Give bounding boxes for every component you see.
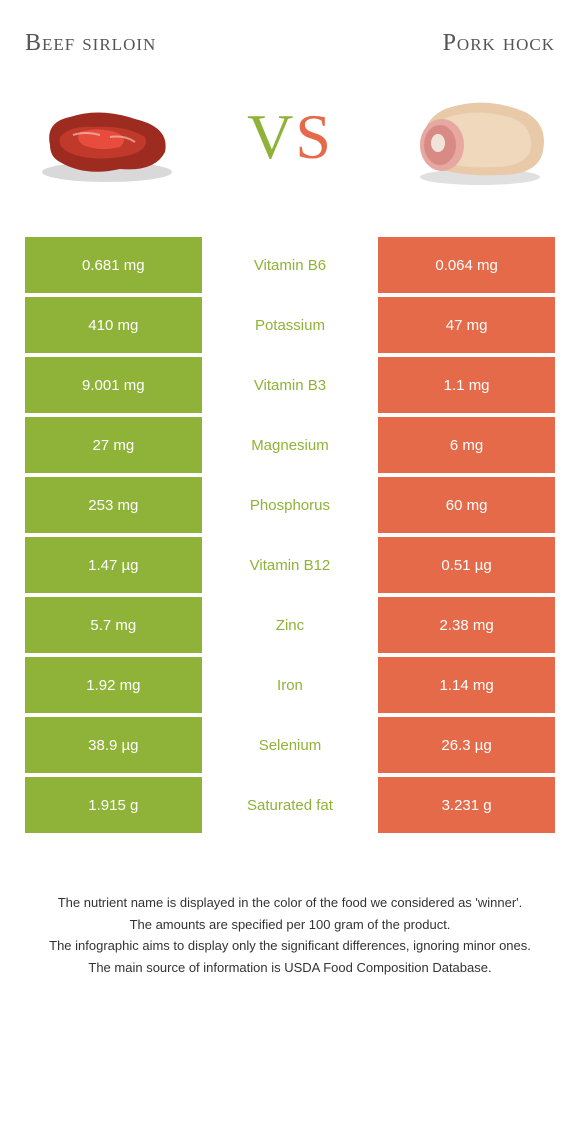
nutrient-label: Phosphorus: [202, 477, 379, 533]
value-left: 5.7 mg: [25, 597, 202, 653]
table-row: 1.92 mgIron1.14 mg: [25, 657, 555, 713]
nutrient-label: Saturated fat: [202, 777, 379, 833]
nutrient-label: Vitamin B6: [202, 237, 379, 293]
footnotes: The nutrient name is displayed in the co…: [25, 893, 555, 977]
nutrient-label: Iron: [202, 657, 379, 713]
footnote-line: The amounts are specified per 100 gram o…: [35, 915, 545, 935]
value-left: 1.915 g: [25, 777, 202, 833]
value-left: 1.47 µg: [25, 537, 202, 593]
value-right: 6 mg: [378, 417, 555, 473]
beef-sirloin-image: [25, 77, 190, 197]
table-row: 1.915 gSaturated fat3.231 g: [25, 777, 555, 833]
value-right: 3.231 g: [378, 777, 555, 833]
footnote-line: The main source of information is USDA F…: [35, 958, 545, 978]
nutrient-label: Vitamin B3: [202, 357, 379, 413]
value-right: 0.51 µg: [378, 537, 555, 593]
table-row: 1.47 µgVitamin B120.51 µg: [25, 537, 555, 593]
nutrient-label: Potassium: [202, 297, 379, 353]
value-left: 410 mg: [25, 297, 202, 353]
pork-hock-image: [390, 77, 555, 197]
value-left: 9.001 mg: [25, 357, 202, 413]
footnote-line: The nutrient name is displayed in the co…: [35, 893, 545, 913]
table-row: 9.001 mgVitamin B31.1 mg: [25, 357, 555, 413]
value-right: 2.38 mg: [378, 597, 555, 653]
value-left: 38.9 µg: [25, 717, 202, 773]
images-row: VS: [25, 77, 555, 197]
table-row: 410 mgPotassium47 mg: [25, 297, 555, 353]
vs-v: V: [247, 101, 295, 172]
value-right: 0.064 mg: [378, 237, 555, 293]
header: Beef sirloin Pork hock: [25, 30, 555, 57]
value-right: 1.14 mg: [378, 657, 555, 713]
title-right: Pork hock: [443, 30, 555, 57]
value-left: 253 mg: [25, 477, 202, 533]
vs-s: S: [295, 101, 333, 172]
comparison-table: 0.681 mgVitamin B60.064 mg410 mgPotassiu…: [25, 237, 555, 833]
table-row: 5.7 mgZinc2.38 mg: [25, 597, 555, 653]
value-left: 0.681 mg: [25, 237, 202, 293]
nutrient-label: Magnesium: [202, 417, 379, 473]
value-left: 1.92 mg: [25, 657, 202, 713]
nutrient-label: Zinc: [202, 597, 379, 653]
footnote-line: The infographic aims to display only the…: [35, 936, 545, 956]
table-row: 27 mgMagnesium6 mg: [25, 417, 555, 473]
infographic-container: Beef sirloin Pork hock VS: [0, 0, 580, 999]
table-row: 253 mgPhosphorus60 mg: [25, 477, 555, 533]
value-left: 27 mg: [25, 417, 202, 473]
value-right: 1.1 mg: [378, 357, 555, 413]
value-right: 60 mg: [378, 477, 555, 533]
value-right: 26.3 µg: [378, 717, 555, 773]
nutrient-label: Selenium: [202, 717, 379, 773]
table-row: 38.9 µgSelenium26.3 µg: [25, 717, 555, 773]
nutrient-label: Vitamin B12: [202, 537, 379, 593]
vs-label: VS: [247, 100, 333, 174]
title-left: Beef sirloin: [25, 30, 156, 57]
value-right: 47 mg: [378, 297, 555, 353]
table-row: 0.681 mgVitamin B60.064 mg: [25, 237, 555, 293]
